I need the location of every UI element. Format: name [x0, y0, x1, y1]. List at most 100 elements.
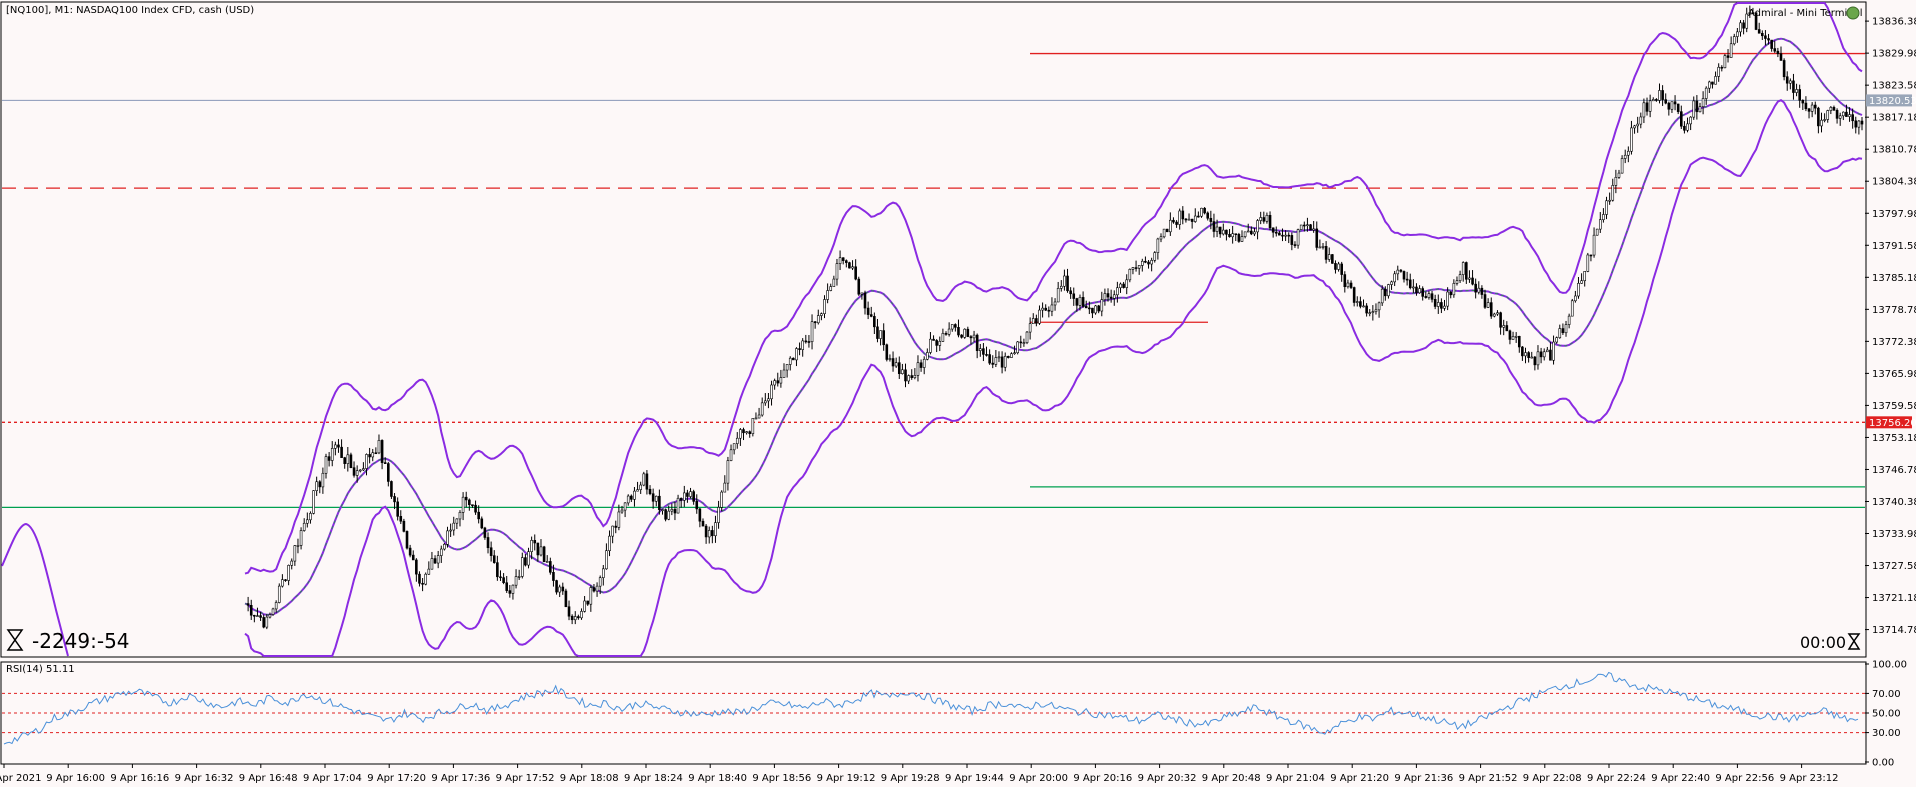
candle-body	[676, 497, 680, 514]
candle-body	[268, 614, 272, 618]
candle-body	[1284, 234, 1287, 237]
plugin-label: Admiral - Mini Terminal	[1748, 8, 1862, 19]
candle-body	[1162, 228, 1166, 238]
candle-body	[1374, 309, 1378, 312]
candle-body	[1630, 127, 1633, 152]
candle-body	[340, 446, 343, 458]
candle-body	[1190, 218, 1194, 222]
candle-body	[932, 338, 935, 341]
candle-body	[274, 602, 278, 610]
candle-body	[841, 257, 845, 261]
candle-body	[330, 448, 334, 461]
candle-body	[1053, 301, 1057, 306]
candle-body	[901, 369, 904, 374]
candle-body	[455, 518, 459, 524]
candle-body	[1003, 355, 1007, 368]
candle-body	[1044, 307, 1048, 311]
candle-body	[1854, 120, 1858, 128]
candle-body	[894, 362, 898, 367]
candle-body	[1343, 274, 1347, 288]
candle-body	[1222, 229, 1225, 235]
candle-body	[277, 585, 281, 603]
candle-body	[1063, 275, 1066, 287]
candle-body	[1116, 287, 1119, 296]
y-tick-label: 13753.18	[1872, 433, 1916, 444]
candle-body	[1704, 87, 1708, 99]
candle-body	[312, 490, 315, 514]
candle-body	[1620, 158, 1624, 174]
candle-body	[334, 444, 337, 449]
timer-left: -2249:-54	[32, 629, 130, 653]
candle-body	[882, 330, 885, 346]
candle-body	[542, 546, 546, 563]
x-tick-label: 9 Apr 17:36	[431, 773, 490, 784]
candle-body	[922, 358, 926, 368]
candle-body	[985, 354, 988, 356]
candle-body	[1408, 279, 1412, 289]
candle-body	[1754, 12, 1758, 30]
x-tick-label: 9 Apr 18:40	[688, 773, 747, 784]
candle-body	[1412, 286, 1415, 289]
candle-body	[795, 348, 798, 361]
candle-body	[265, 616, 269, 628]
candle-body	[374, 452, 378, 455]
candle-body	[1047, 309, 1051, 312]
candle-body	[1153, 252, 1157, 261]
candle-body	[464, 496, 468, 501]
candle-body	[1639, 116, 1643, 125]
candle-body	[701, 520, 705, 527]
candle-body	[1128, 269, 1132, 281]
candle-body	[1443, 305, 1446, 309]
candle-body	[1580, 280, 1583, 284]
candle-body	[1028, 323, 1032, 333]
candle-body	[1832, 107, 1836, 111]
candle-body	[857, 278, 861, 295]
candle-body	[1137, 265, 1141, 269]
timer-right: 00:00	[1800, 633, 1846, 652]
x-tick-label: 9 Apr 22:56	[1715, 773, 1774, 784]
candle-body	[530, 540, 533, 552]
candle-body	[567, 606, 571, 617]
candle-body	[770, 384, 773, 400]
candle-body	[1072, 293, 1076, 299]
candle-body	[1570, 300, 1574, 317]
candle-body	[1461, 262, 1465, 275]
candle-body	[1698, 106, 1702, 113]
candle-body	[508, 590, 512, 594]
candle-body	[1306, 224, 1309, 227]
candle-body	[1031, 318, 1035, 325]
candle-body	[1860, 120, 1864, 125]
plugin-status-icon[interactable]	[1846, 6, 1860, 20]
candle-body	[670, 509, 674, 512]
candle-body	[651, 493, 655, 502]
candle-body	[1739, 22, 1742, 33]
candle-body	[387, 463, 390, 482]
candle-body	[446, 530, 449, 545]
candle-body	[1371, 311, 1375, 313]
candle-body	[1253, 231, 1256, 235]
candle-body	[929, 338, 932, 353]
candle-body	[1449, 291, 1453, 296]
x-tick-label: 9 Apr 19:44	[945, 773, 1004, 784]
candle-body	[1262, 217, 1266, 222]
candle-body	[1144, 260, 1147, 263]
candle-body	[866, 307, 870, 315]
rsi-y-tick-label: 0.00	[1872, 758, 1894, 769]
candle-body	[511, 584, 515, 594]
candle-body	[1421, 288, 1424, 297]
candle-body	[1505, 325, 1509, 332]
candle-body	[427, 568, 431, 575]
candle-body	[281, 579, 284, 587]
candle-body	[1742, 22, 1745, 29]
candle-body	[1075, 298, 1079, 306]
candle-body	[545, 561, 549, 563]
candle-body	[735, 437, 739, 444]
candle-body	[1845, 111, 1848, 117]
candle-body	[1767, 38, 1770, 41]
candle-body	[1686, 123, 1689, 131]
candle-body	[823, 299, 826, 315]
candle-body	[916, 362, 920, 376]
candle-body	[424, 573, 428, 585]
